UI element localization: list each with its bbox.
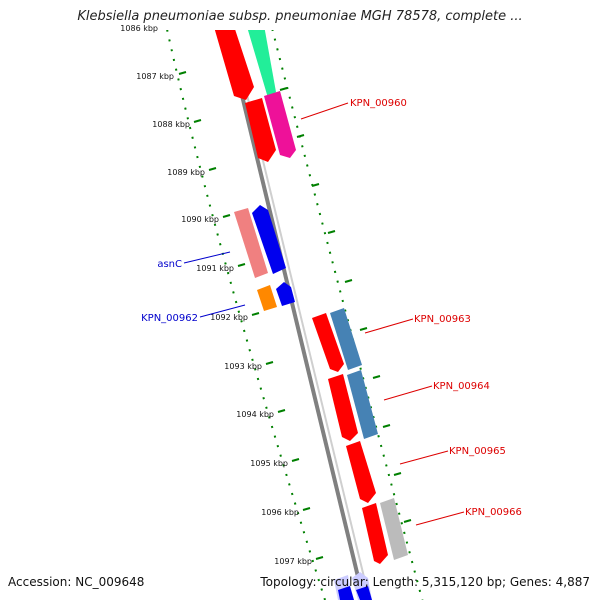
gene-arrow[interactable] bbox=[212, 14, 254, 100]
tick-marks bbox=[178, 71, 412, 560]
tick-label: 1086 kbp bbox=[120, 24, 158, 33]
gene-arrow[interactable] bbox=[356, 586, 372, 600]
gene-arrow[interactable] bbox=[380, 498, 408, 560]
gene-label-kpn-00964[interactable]: KPN_00964 bbox=[433, 381, 490, 392]
tick-label: 1087 kbp bbox=[136, 72, 174, 81]
tick-label: 1090 kbp bbox=[181, 215, 219, 224]
tick-label: 1089 kbp bbox=[167, 168, 205, 177]
gene-arrow[interactable] bbox=[257, 285, 277, 311]
map-title: Klebsiella pneumoniae subsp. pneumoniae … bbox=[77, 9, 523, 24]
accession-text: Accession: NC_009648 bbox=[8, 575, 145, 589]
leader-lines bbox=[183, 102, 465, 526]
gene-arrow[interactable] bbox=[312, 313, 344, 372]
gene-arrow[interactable] bbox=[347, 370, 378, 439]
inner-dotted-track bbox=[166, 30, 326, 600]
gene-arrow[interactable] bbox=[245, 14, 276, 98]
gene-arrow[interactable] bbox=[362, 503, 388, 564]
gene-arrow[interactable] bbox=[245, 98, 276, 162]
outer-dotted-track bbox=[271, 30, 424, 600]
gene-arrow[interactable] bbox=[330, 308, 362, 370]
gene-arrow[interactable] bbox=[338, 586, 354, 600]
gene-label-kpn-00966[interactable]: KPN_00966 bbox=[465, 507, 522, 518]
genome-summary-text: Topology: circular; Length: 5,315,120 bp… bbox=[260, 575, 590, 589]
gene-arrow[interactable] bbox=[234, 208, 268, 278]
tick-label: 1095 kbp bbox=[250, 459, 288, 468]
tick-label: 1091 kbp bbox=[196, 264, 234, 273]
gene-arrow[interactable] bbox=[276, 282, 295, 306]
tick-label: 1094 kbp bbox=[236, 410, 274, 419]
tick-label: 1096 kbp bbox=[261, 508, 299, 517]
gene-arrow[interactable] bbox=[252, 205, 286, 274]
gene-label-kpn-00965[interactable]: KPN_00965 bbox=[449, 446, 506, 457]
gene-labels: KPN_00960 asnC KPN_00962 KPN_00963 KPN_0… bbox=[141, 98, 522, 518]
gene-label-kpn-00963[interactable]: KPN_00963 bbox=[414, 314, 471, 325]
gene-label-kpn-00960[interactable]: KPN_00960 bbox=[350, 98, 407, 109]
tick-label: 1092 kbp bbox=[210, 313, 248, 322]
tick-label: 1093 kbp bbox=[224, 362, 262, 371]
tick-label: 1097 kbp bbox=[274, 557, 312, 566]
gene-arrow[interactable] bbox=[264, 91, 296, 158]
gene-arrow[interactable] bbox=[346, 441, 376, 503]
tick-label: 1088 kbp bbox=[152, 120, 190, 129]
gene-arrow[interactable] bbox=[328, 374, 358, 441]
gene-label-kpn-00962[interactable]: KPN_00962 bbox=[141, 313, 198, 324]
tick-labels: 1086 kbp 1087 kbp 1088 kbp 1089 kbp 1090… bbox=[120, 24, 312, 566]
gene-label-asnc[interactable]: asnC bbox=[157, 259, 182, 270]
